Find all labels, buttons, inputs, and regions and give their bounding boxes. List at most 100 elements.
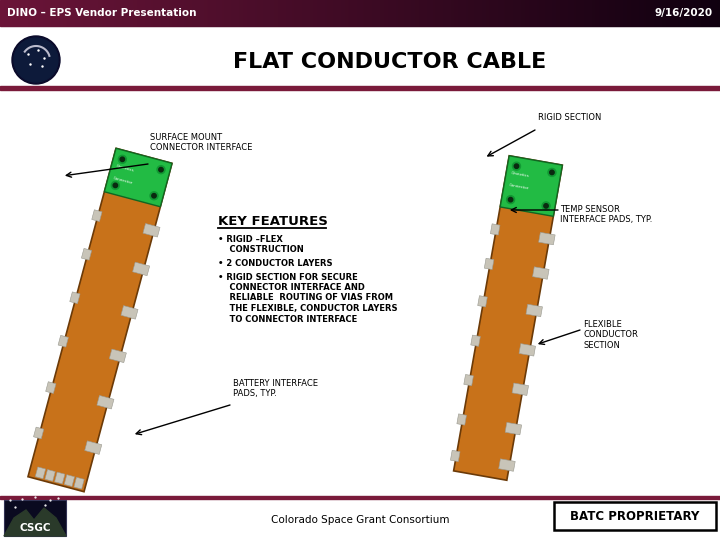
Bar bbox=[589, 0, 590, 26]
Bar bbox=[444, 0, 445, 26]
Bar bbox=[227, 0, 228, 26]
Bar bbox=[296, 0, 297, 26]
Bar bbox=[399, 0, 400, 26]
Bar bbox=[23, 0, 24, 26]
Bar bbox=[518, 0, 519, 26]
Bar bbox=[596, 0, 597, 26]
Circle shape bbox=[118, 156, 126, 163]
Bar bbox=[396, 0, 397, 26]
Bar bbox=[453, 0, 454, 26]
Bar bbox=[642, 0, 643, 26]
Bar bbox=[478, 0, 479, 26]
Bar bbox=[254, 0, 255, 26]
Bar bbox=[707, 0, 708, 26]
Bar bbox=[600, 0, 601, 26]
Bar bbox=[149, 0, 150, 26]
Bar bbox=[32, 0, 33, 26]
Polygon shape bbox=[97, 395, 114, 409]
Bar bbox=[118, 0, 119, 26]
Text: 9/16/2020: 9/16/2020 bbox=[655, 8, 713, 18]
Bar bbox=[673, 0, 674, 26]
Bar bbox=[88, 0, 89, 26]
Bar bbox=[50, 0, 51, 26]
Bar bbox=[158, 0, 159, 26]
Bar bbox=[563, 0, 564, 26]
Bar bbox=[523, 0, 524, 26]
Bar bbox=[364, 0, 365, 26]
Bar bbox=[136, 0, 137, 26]
Bar bbox=[248, 0, 249, 26]
Bar bbox=[403, 0, 404, 26]
Bar bbox=[488, 0, 489, 26]
Polygon shape bbox=[471, 335, 480, 346]
Bar bbox=[205, 0, 206, 26]
Bar bbox=[319, 0, 320, 26]
Bar bbox=[375, 0, 376, 26]
Bar bbox=[76, 0, 77, 26]
Polygon shape bbox=[85, 441, 102, 454]
Bar bbox=[233, 0, 234, 26]
Bar bbox=[329, 0, 330, 26]
Bar bbox=[437, 0, 438, 26]
Bar bbox=[209, 0, 210, 26]
Bar bbox=[534, 0, 535, 26]
Bar bbox=[361, 0, 362, 26]
Bar bbox=[252, 0, 253, 26]
Bar bbox=[489, 0, 490, 26]
Bar bbox=[664, 0, 665, 26]
Bar bbox=[344, 0, 345, 26]
Bar bbox=[485, 0, 486, 26]
Bar bbox=[347, 0, 348, 26]
Bar bbox=[716, 0, 717, 26]
Bar bbox=[114, 0, 115, 26]
Polygon shape bbox=[34, 427, 44, 439]
Bar bbox=[544, 0, 545, 26]
Bar bbox=[293, 0, 294, 26]
Bar bbox=[519, 0, 520, 26]
Bar bbox=[685, 0, 686, 26]
Bar bbox=[211, 0, 212, 26]
Text: RIGID SECTION: RIGID SECTION bbox=[538, 113, 601, 122]
Polygon shape bbox=[485, 258, 494, 269]
Text: Connector: Connector bbox=[509, 183, 529, 191]
Bar bbox=[391, 0, 392, 26]
Bar bbox=[238, 0, 239, 26]
Bar bbox=[349, 0, 350, 26]
Bar bbox=[423, 0, 424, 26]
Bar bbox=[258, 0, 259, 26]
Polygon shape bbox=[132, 262, 150, 276]
Bar bbox=[318, 0, 319, 26]
Bar bbox=[169, 0, 170, 26]
Bar bbox=[360, 0, 361, 26]
Bar bbox=[27, 0, 28, 26]
Bar bbox=[324, 0, 325, 26]
Bar bbox=[651, 0, 652, 26]
Bar bbox=[657, 0, 658, 26]
Bar bbox=[415, 0, 416, 26]
Bar bbox=[285, 0, 286, 26]
Polygon shape bbox=[499, 459, 516, 471]
Bar bbox=[410, 0, 411, 26]
Bar bbox=[304, 0, 305, 26]
Polygon shape bbox=[64, 475, 75, 487]
Circle shape bbox=[544, 204, 548, 208]
Bar bbox=[180, 0, 181, 26]
Bar bbox=[655, 0, 656, 26]
Bar bbox=[66, 0, 67, 26]
Polygon shape bbox=[74, 477, 84, 489]
Bar bbox=[2, 0, 3, 26]
Bar bbox=[12, 0, 13, 26]
Bar bbox=[520, 0, 521, 26]
Bar bbox=[638, 0, 639, 26]
Bar bbox=[303, 0, 304, 26]
Bar bbox=[667, 0, 668, 26]
Bar bbox=[313, 0, 314, 26]
Bar bbox=[551, 0, 552, 26]
Bar bbox=[618, 0, 619, 26]
Bar bbox=[289, 0, 290, 26]
Bar bbox=[610, 0, 611, 26]
Bar bbox=[72, 0, 73, 26]
Bar bbox=[145, 0, 146, 26]
Bar bbox=[148, 0, 149, 26]
Bar bbox=[381, 0, 382, 26]
